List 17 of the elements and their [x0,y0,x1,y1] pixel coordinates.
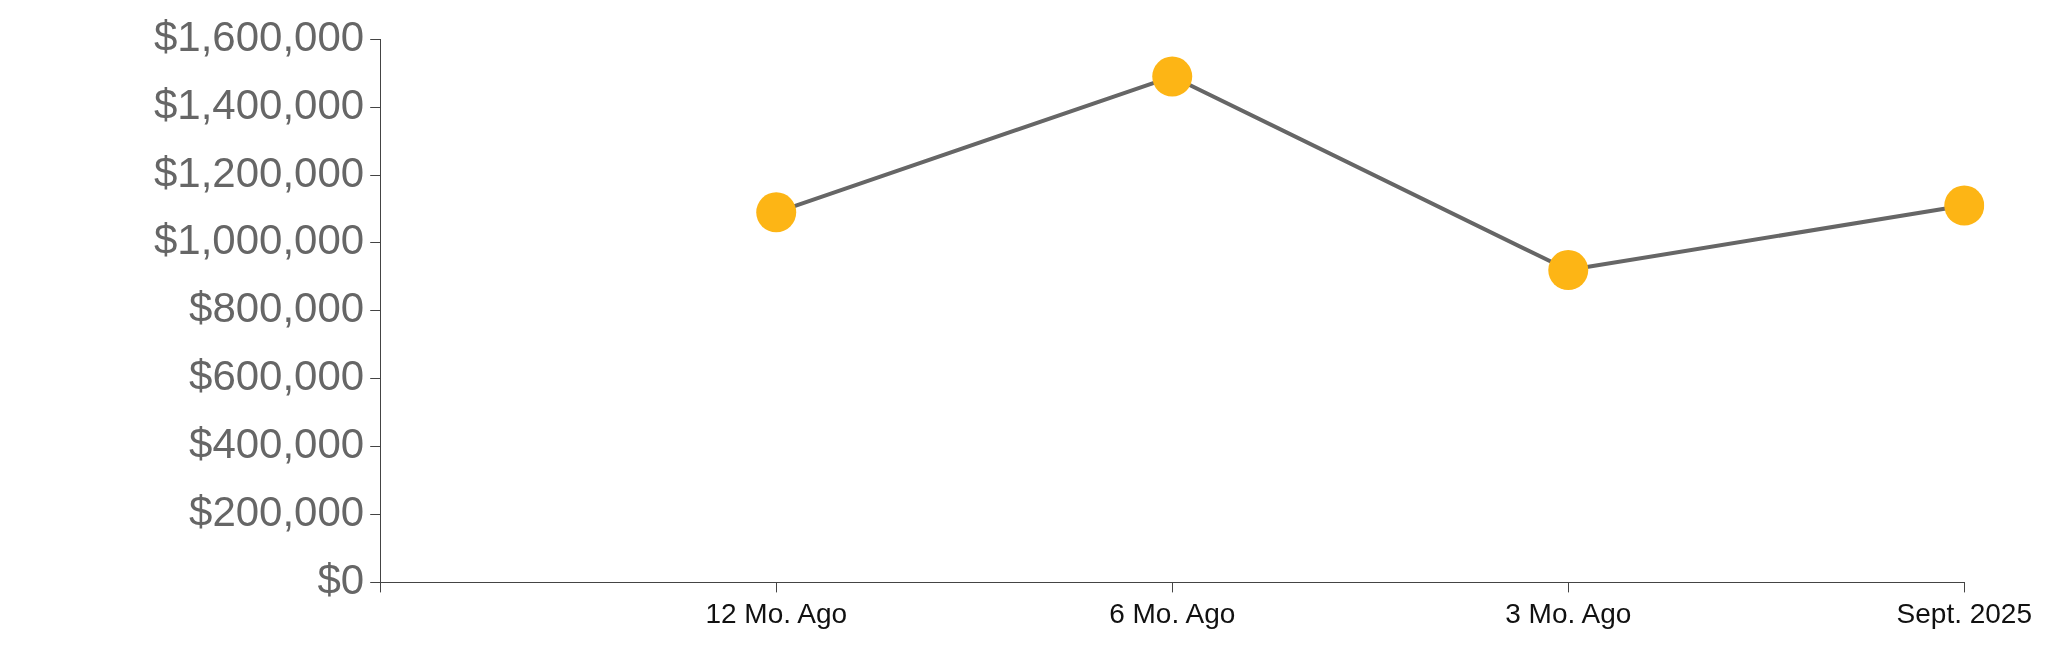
y-tick-label: $1,600,000 [153,12,365,60]
y-tick-label: $400,000 [189,420,365,468]
y-tick-label: $1,200,000 [153,148,365,196]
point [1152,56,1193,97]
y-tick-label: $1,000,000 [153,216,365,264]
y-tick-label: $800,000 [189,284,365,332]
y-tick-label: $1,400,000 [153,80,365,128]
x-tick-label: Sept. 2025 [1896,597,2032,629]
x-tick-label: 12 Mo. Ago [705,597,848,629]
x-tick-label: 6 Mo. Ago [1109,597,1236,629]
point [1548,250,1589,291]
y-tick-label: $200,000 [189,488,365,536]
point [756,192,797,233]
x-tick-label: 3 Mo. Ago [1505,597,1632,629]
y-tick-label: $0 [317,555,365,603]
point [1944,185,1985,226]
y-tick-label: $600,000 [189,352,365,400]
